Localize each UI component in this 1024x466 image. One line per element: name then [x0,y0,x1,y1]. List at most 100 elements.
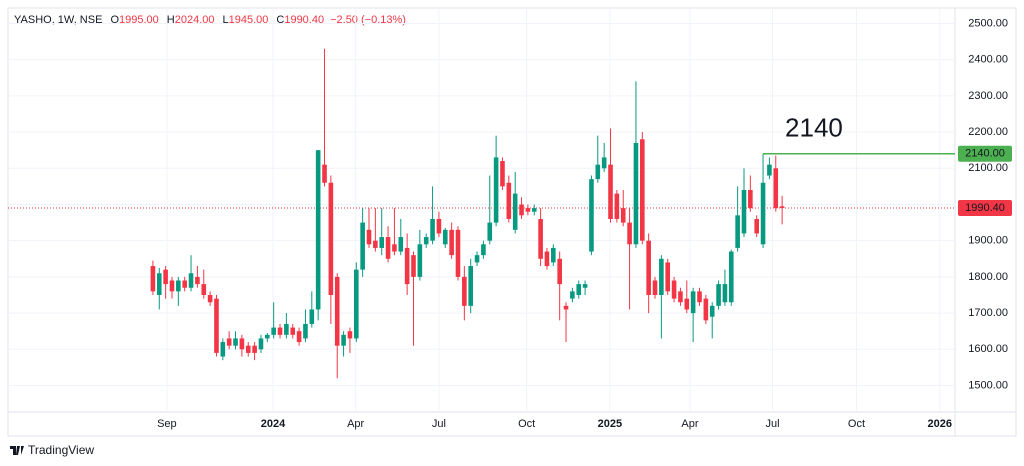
price-label: 1990.40 [965,202,1005,214]
candle-body [659,258,664,295]
candle-body [214,298,219,353]
candle-body [176,280,181,292]
candle-body [379,237,385,248]
price-badge [958,199,1012,216]
candle-body [322,164,327,183]
candle-body [271,327,276,335]
candle-body [767,164,772,176]
x-tick-label: Apr [681,418,698,430]
x-tick-label: Jul [432,418,446,430]
candle-body [258,338,264,350]
frame [7,7,1017,437]
candle-body [614,193,620,219]
candle-body [455,229,461,277]
candle-body [557,258,562,285]
candle-body [436,218,442,234]
y-tick-label: 2300.00 [968,90,1008,102]
candle-body [576,284,582,295]
y-tick-label: 2200.00 [968,126,1008,138]
candle-body [449,229,454,256]
candle-body [639,139,645,241]
candle-body [722,284,728,303]
candle-body [188,273,194,288]
candle-body [373,240,378,248]
x-tick-label: 2026 [928,418,952,430]
y-tick-label: 1500.00 [968,379,1008,391]
candle-body [716,284,721,306]
x-tick-label: Jul [766,418,780,430]
candle-body [252,345,257,353]
level-annotation: 2140 [785,113,843,143]
candle-body [341,334,346,346]
candle-body [627,222,632,245]
x-tick-label: Apr [347,418,364,430]
candle-body [697,291,702,303]
candle-body [551,247,556,263]
candle-body [468,266,473,306]
candle-body [582,284,588,288]
candle-body [385,237,391,259]
candle-body [353,269,359,339]
candle-body [544,251,550,267]
level-badge [958,145,1012,162]
candle-body [309,309,315,324]
candle-body [506,182,512,219]
candle-body [296,331,302,343]
y-tick-label: 2100.00 [968,162,1008,174]
candle-body [741,189,747,234]
candle-body [519,204,524,216]
x-tick-label: Oct [848,418,865,430]
candle-body [462,276,467,306]
y-tick-label: 1800.00 [968,271,1008,283]
candle-body [709,305,715,317]
candle-body [328,182,334,295]
legend-value: 1995.00 [119,14,159,26]
legend-label: L [222,14,228,26]
candle-body [182,280,187,288]
candle-body [150,266,156,292]
y-tick-label: 2400.00 [968,54,1008,66]
legend-label: O [110,14,119,26]
x-tick-label: Sep [157,418,177,430]
candle-body [360,222,365,270]
legend-label: C [276,14,284,26]
legend-value: 1990.40 [284,14,324,26]
candle-body [589,179,594,252]
candle-body [760,182,766,245]
candle-body [538,218,543,259]
candle-body [748,189,753,209]
candle-body [239,338,245,350]
candle-body [404,247,410,285]
candle-body [754,218,760,234]
candle-body [665,262,671,292]
candle-body [728,251,734,303]
candle-body [481,244,486,256]
candle-body [531,208,537,212]
candle-body [779,206,785,208]
candle-body [563,305,569,310]
symbol: YASHO, 1W, NSE [14,14,102,26]
candle-body [411,255,416,277]
candle-body [442,229,448,245]
candle-body [423,237,429,245]
candle-body [284,323,289,335]
candle-body [265,334,270,339]
candle-body [703,298,709,321]
y-tick-label: 1700.00 [968,307,1008,319]
level-label: 2140.00 [965,148,1005,160]
candle-body [303,323,308,339]
legend-change: −2.50 (−0.13%) [330,14,406,26]
legend-label: H [167,14,175,26]
candle-body [201,284,207,295]
brand-logo [10,446,24,455]
candle-body [601,157,607,169]
candle-body [570,291,575,299]
candle-body [398,237,404,252]
candle-body [245,345,251,353]
y-tick-label: 2500.00 [968,17,1008,29]
x-tick-label: 2024 [261,418,286,430]
candle-body [220,342,226,357]
candle-body [678,291,683,303]
candle-body [169,280,175,292]
